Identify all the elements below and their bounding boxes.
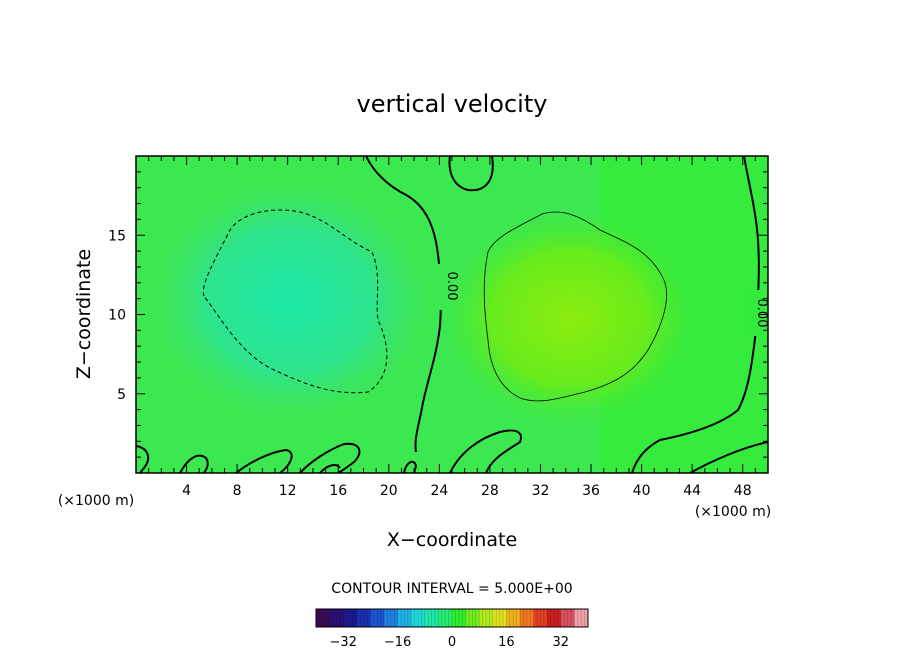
x-tick-label: 40 xyxy=(633,483,651,499)
colorbar-swatch xyxy=(424,609,439,627)
contour-zero-bottom-6 xyxy=(403,460,418,473)
contour-negative xyxy=(202,209,388,394)
x-tick-label: 4 xyxy=(182,483,191,499)
contour-label-gap-left xyxy=(434,264,452,310)
colorbar-swatch xyxy=(465,609,480,627)
y-tick-label: 15 xyxy=(108,228,126,244)
x-tick-label: 44 xyxy=(683,483,701,499)
colorbar-swatch xyxy=(479,609,494,627)
colorbar-tick-label: 32 xyxy=(553,635,570,650)
x-axis-ticks: 4 8 12 16 20 24 28 32 36 40 44 48 xyxy=(148,156,756,499)
downdraft-shading xyxy=(150,180,430,420)
x-axis-label: X−coordinate xyxy=(387,529,517,551)
contour-zero-bottom-8 xyxy=(689,441,768,473)
colorbar-swatch xyxy=(329,609,344,627)
colorbar-swatch xyxy=(492,609,507,627)
contour-label-right: 0.00 xyxy=(754,299,769,328)
x-tick-label: 20 xyxy=(380,483,398,499)
colorbar-swatch xyxy=(506,609,521,627)
contour-zero-bottom-5 xyxy=(319,464,341,473)
colorbar-swatch xyxy=(574,609,589,627)
x-tick-label: 32 xyxy=(532,483,550,499)
chart-title: vertical velocity xyxy=(357,90,548,118)
contour-label-left: 0.00 xyxy=(444,272,459,301)
contour-zero-top xyxy=(448,156,494,192)
plot-area: 0.00 0.00 xyxy=(136,156,769,473)
contour-zero-bottom-4 xyxy=(299,442,361,473)
y-axis-label: Z−coordinate xyxy=(73,249,95,379)
y-tick-label: 10 xyxy=(108,308,126,324)
y-tick-label: 5 xyxy=(117,387,126,403)
x-tick-label: 28 xyxy=(481,483,499,499)
contour-zero-right xyxy=(631,156,760,473)
x-tick-label: 8 xyxy=(233,483,242,499)
x-tick-label: 36 xyxy=(582,483,600,499)
colorbar-frame xyxy=(315,608,589,628)
contour-zero-bottom-7 xyxy=(449,429,522,473)
contour-label-gap-right xyxy=(744,290,762,336)
x-unit-right: (×1000 m) xyxy=(695,504,771,520)
colorbar-swatch xyxy=(370,609,385,627)
colorbar-swatch xyxy=(411,609,426,627)
contour-zero-bottom-2 xyxy=(179,454,209,473)
contour-interval-label: CONTOUR INTERVAL = 5.000E+00 xyxy=(331,581,572,597)
colorbar-tick-label: 16 xyxy=(498,635,515,650)
colorbar-ticks: −32 −16 0 16 32 xyxy=(329,635,569,650)
updraft-shading xyxy=(440,208,700,428)
colorbar-swatch xyxy=(533,609,548,627)
colorbar-swatch xyxy=(397,609,412,627)
colorbar-swatch xyxy=(520,609,535,627)
x-tick-label: 12 xyxy=(279,483,297,499)
colorbar-swatch xyxy=(316,609,331,627)
colorbar-swatch xyxy=(356,609,371,627)
contour-positive xyxy=(483,211,667,402)
contour-zero-bottom-1 xyxy=(136,445,150,473)
colorbar-tick-label: −32 xyxy=(329,635,356,650)
colorbar-swatch xyxy=(438,609,453,627)
colorbar-swatch xyxy=(343,609,358,627)
x-tick-label: 16 xyxy=(329,483,347,499)
y-axis-ticks: 5 10 15 xyxy=(108,171,768,458)
x-tick-label: 48 xyxy=(734,483,752,499)
colorbar xyxy=(315,608,589,628)
colorbar-swatch xyxy=(547,609,562,627)
contour-zero-bottom-3 xyxy=(235,448,293,473)
colorbar-tick-label: 0 xyxy=(448,635,456,650)
x-tick-label: 24 xyxy=(430,483,448,499)
colorbar-swatch xyxy=(560,609,575,627)
colorbar-swatch xyxy=(452,609,467,627)
colorbar-tick-label: −16 xyxy=(384,635,411,650)
colorbar-swatch xyxy=(384,609,399,627)
x-unit-left: (×1000 m) xyxy=(58,493,134,509)
